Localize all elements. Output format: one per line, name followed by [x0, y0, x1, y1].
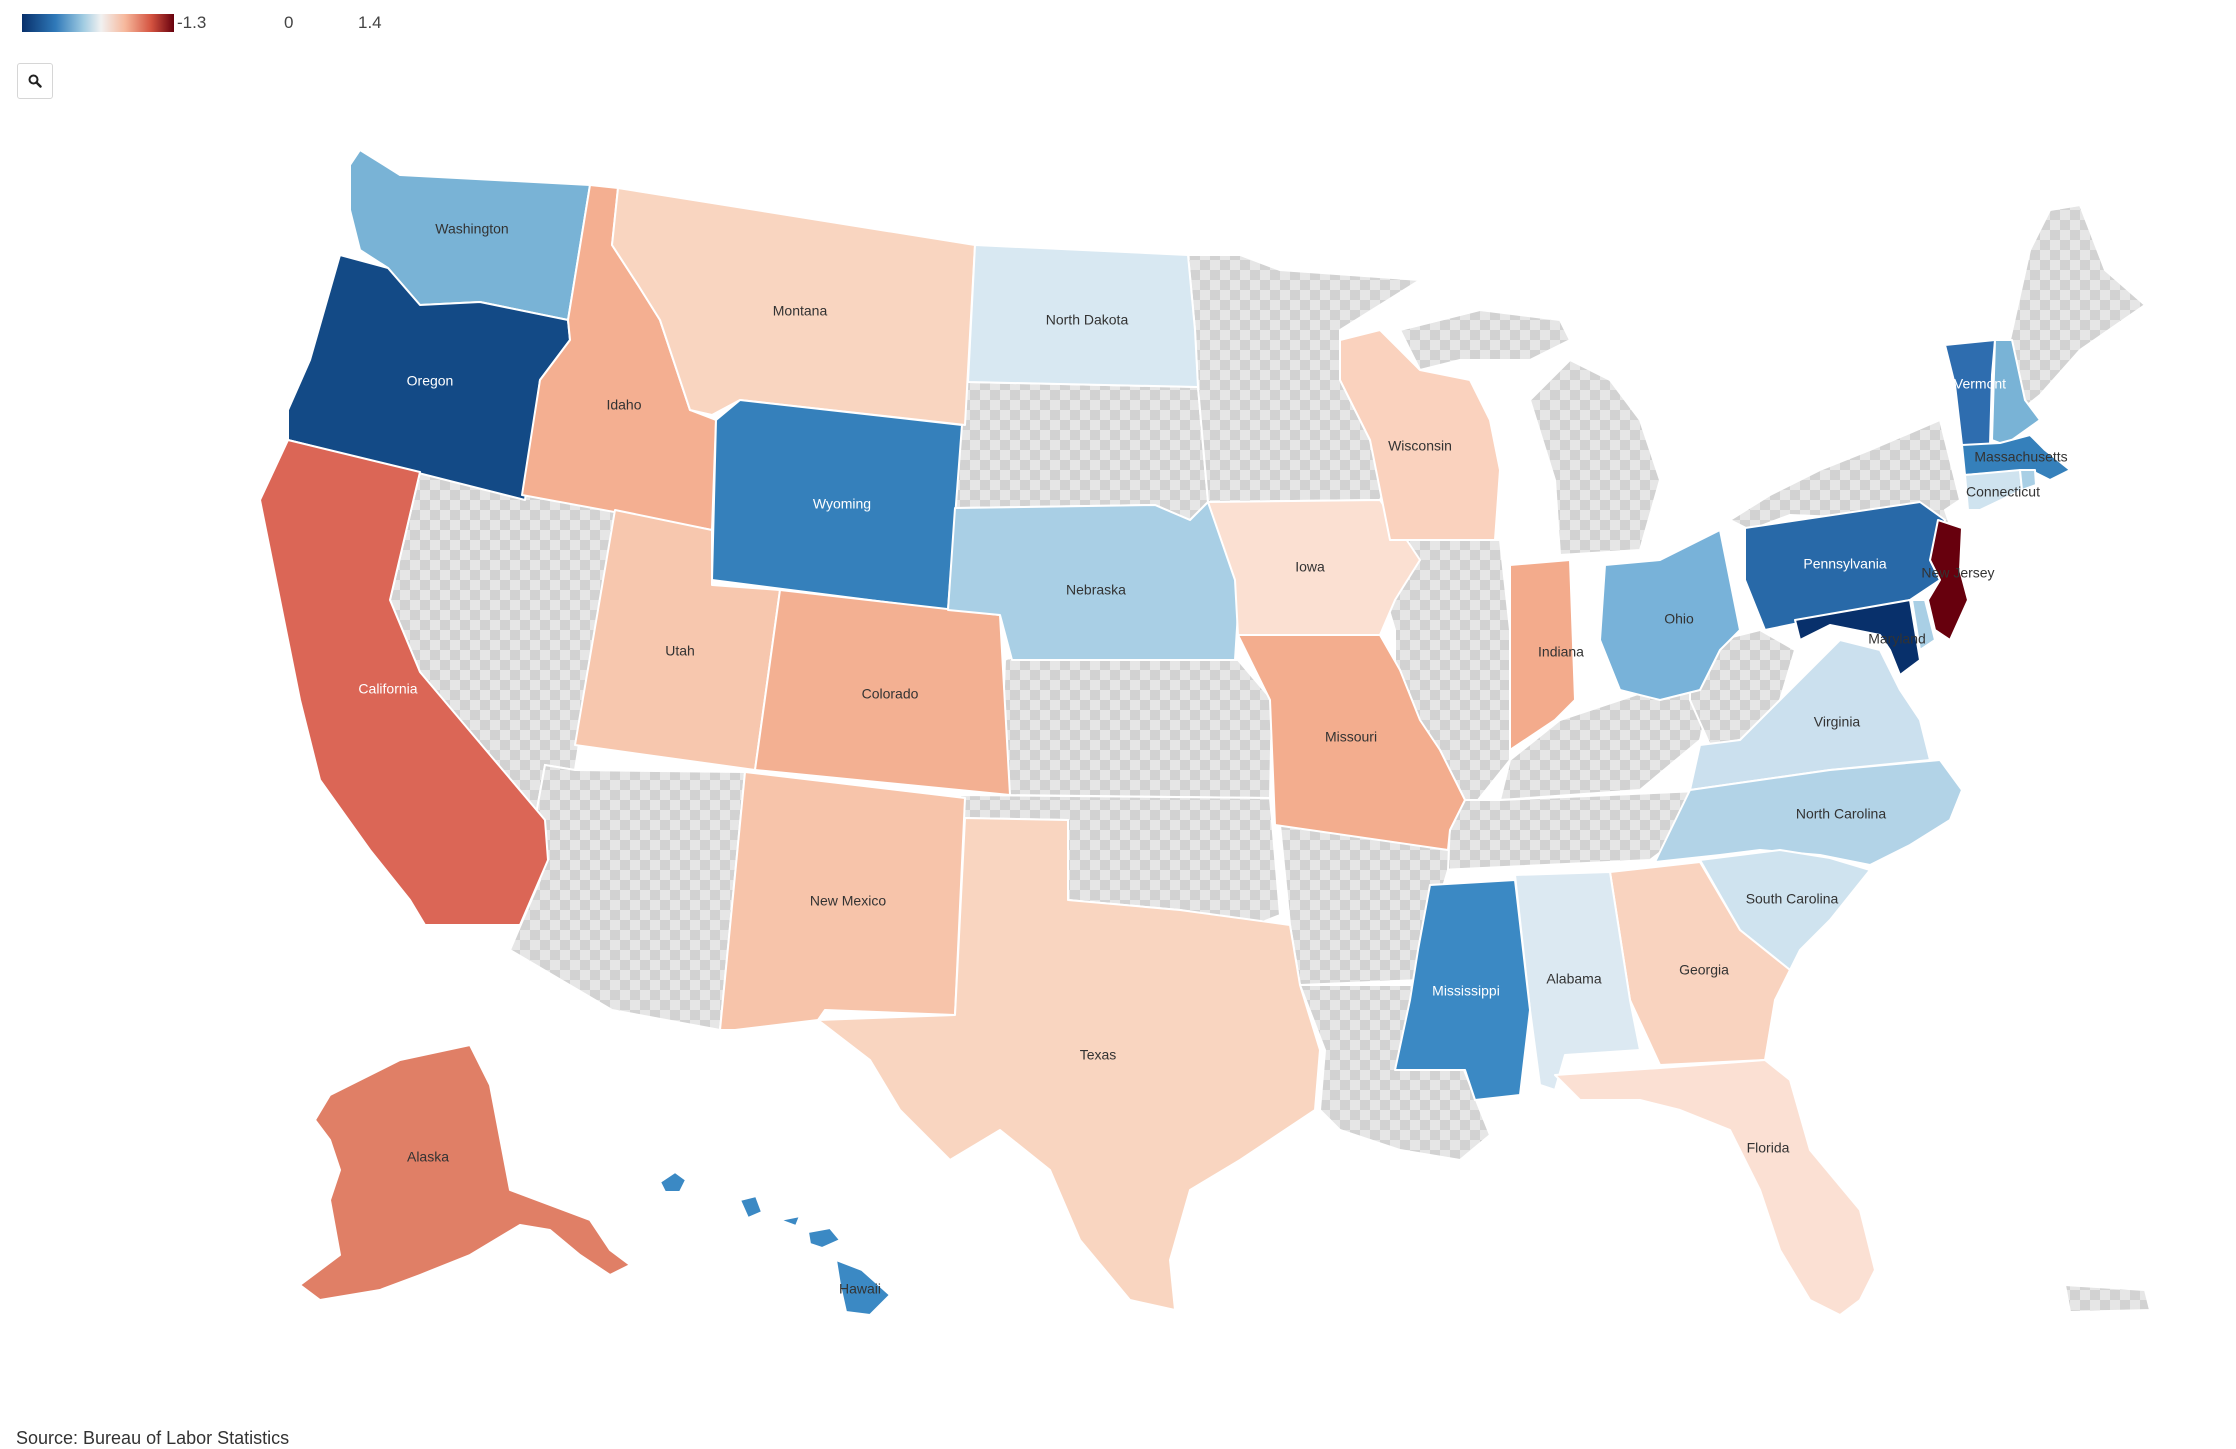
- search-button[interactable]: [17, 63, 53, 99]
- north-dakota-state[interactable]: [967, 244, 1199, 388]
- rhode-island-state[interactable]: [2019, 469, 2037, 491]
- source-note: Source: Bureau of Labor Statistics: [16, 1428, 290, 1448]
- wyoming-state[interactable]: [711, 399, 963, 611]
- missouri-state[interactable]: [1237, 634, 1466, 851]
- new-hampshire-state[interactable]: [1991, 339, 2041, 446]
- connecticut-state[interactable]: [1964, 469, 2023, 511]
- indiana-state[interactable]: [1509, 559, 1576, 751]
- new-york-state[interactable]: [1727, 418, 1962, 532]
- puerto-rico-territory[interactable]: [2063, 1283, 2152, 1314]
- texas-state[interactable]: [817, 817, 1321, 1311]
- colorado-state[interactable]: [754, 589, 1011, 796]
- wisconsin-state[interactable]: [1339, 329, 1501, 541]
- color-legend: -1.3 0 1.4: [22, 12, 402, 42]
- michigan-state[interactable]: [1398, 308, 1572, 372]
- vermont-state[interactable]: [1944, 339, 1996, 446]
- kansas-state[interactable]: [998, 656, 1274, 800]
- florida-state[interactable]: [1554, 1059, 1876, 1316]
- south-dakota-state[interactable]: [953, 381, 1210, 522]
- alaska-state[interactable]: [299, 1044, 631, 1301]
- new-mexico-state[interactable]: [719, 771, 966, 1031]
- legend-mid-label: 0: [284, 13, 294, 32]
- legend-color-bar: [22, 14, 174, 32]
- delaware-state[interactable]: [1911, 599, 1936, 651]
- hawaii-state[interactable]: [659, 1171, 891, 1316]
- legend-min-label: -1.3: [177, 13, 207, 32]
- ohio-state[interactable]: [1599, 529, 1741, 701]
- new-jersey-state[interactable]: [1927, 519, 1969, 641]
- georgia-state[interactable]: [1609, 861, 1791, 1066]
- legend-max-label: 1.4: [358, 13, 382, 32]
- search-icon: [28, 74, 42, 88]
- michigan-lower-state[interactable]: [1528, 358, 1662, 557]
- maryland-state[interactable]: [1794, 599, 1921, 676]
- california-state[interactable]: [259, 439, 549, 926]
- north-carolina-state[interactable]: [1654, 759, 1963, 866]
- mississippi-state[interactable]: [1394, 879, 1531, 1101]
- arizona-state[interactable]: [508, 763, 747, 1032]
- alabama-state[interactable]: [1514, 871, 1641, 1091]
